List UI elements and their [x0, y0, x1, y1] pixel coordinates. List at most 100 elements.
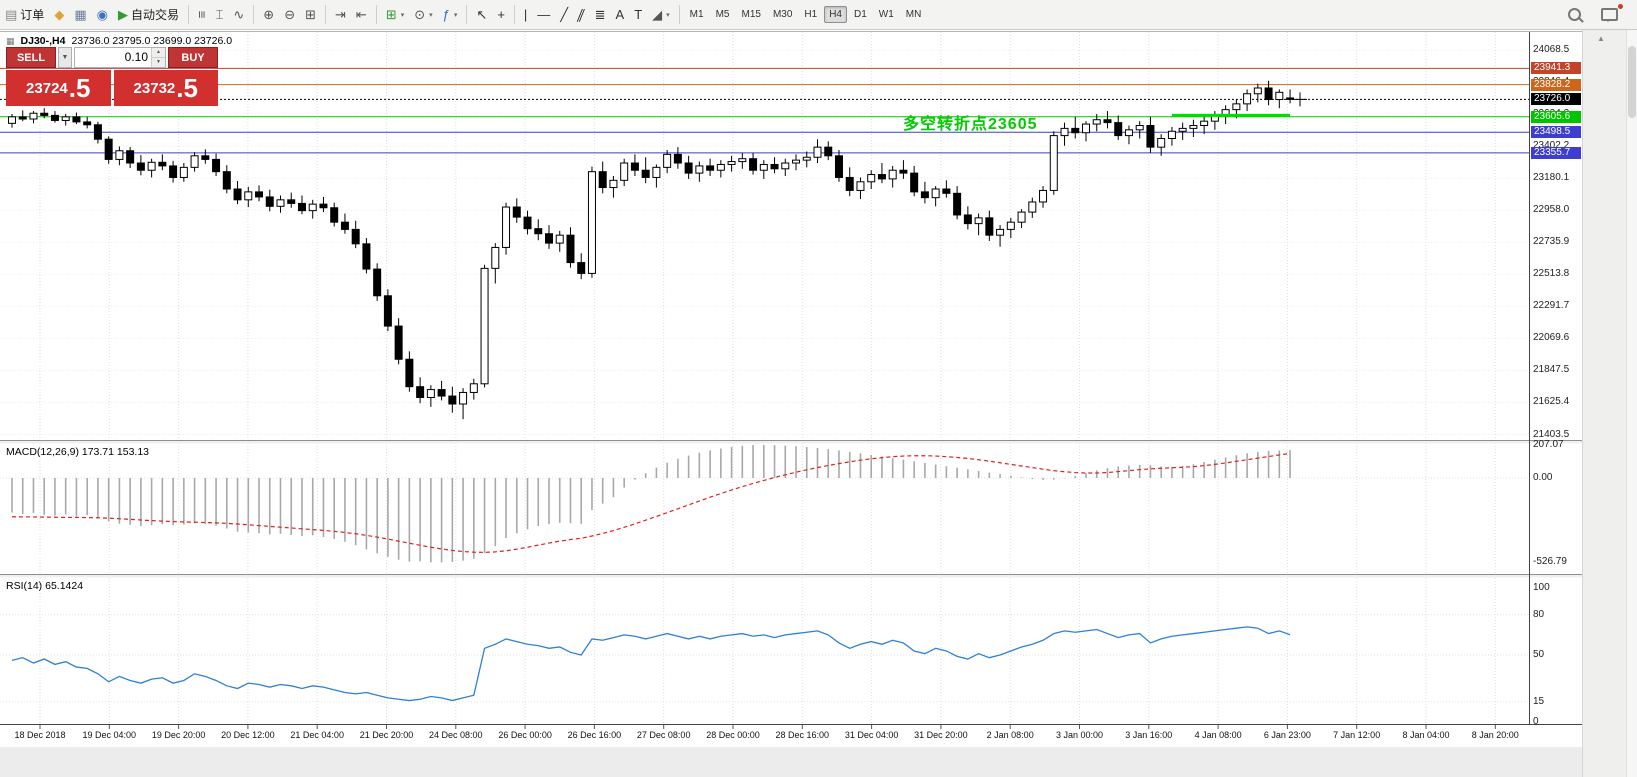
one-click-controls-row: SELL ▼ 0.10 ▲ ▼ BUY — [6, 47, 218, 68]
tile-windows-icon[interactable]: ⊞ — [301, 3, 320, 27]
toolbar-right-group — [1563, 3, 1631, 27]
rsi-axis-tick: 100 — [1533, 582, 1550, 593]
label-icon[interactable]: T — [630, 3, 646, 27]
fibonacci-icon: ≣ — [594, 7, 606, 22]
autotrading-button[interactable]: ▶ 自动交易 — [114, 3, 183, 27]
macd-axis-tick: 0.00 — [1533, 472, 1553, 483]
toolbar-separator — [253, 5, 255, 24]
volume-value: 0.10 — [124, 50, 148, 64]
chat-button[interactable] — [1597, 3, 1623, 27]
timeframe-m30[interactable]: M30 — [772, 9, 793, 20]
indicators-icon: ƒ — [442, 7, 450, 22]
rsi-axis-tick: 80 — [1533, 608, 1545, 620]
new-order-button: ▤ — [5, 7, 18, 22]
macd-indicator-label: MACD(12,26,9) 173.71 153.13 — [6, 446, 149, 458]
timeframe-h1[interactable]: H1 — [804, 9, 818, 20]
rsi-axis-tick: 15 — [1533, 695, 1545, 707]
new-chart-icon: ⊞ — [385, 7, 397, 22]
line-chart-icon[interactable]: ∿ — [229, 3, 248, 27]
scrollbar-thumb[interactable] — [1628, 46, 1636, 118]
price-line-badge: 23605.6 — [1531, 110, 1581, 123]
search-button[interactable] — [1564, 3, 1585, 27]
volume-input[interactable]: 0.10 ▲ ▼ — [74, 47, 166, 68]
one-click-menu-button[interactable]: ▼ — [58, 47, 72, 68]
crosshair-icon[interactable]: + — [493, 3, 509, 27]
caret-down-icon: ▾ — [400, 11, 405, 19]
main-toolbar: ▤ 订单 ◆ ▦ ◉ ▶ 自动交易 ≡ ⌶ ∿ ⊕ ⊖ ⊞ ⇥ ⇤ ⊞ ▾ ⊙ ▾ ƒ ▾ ↖ + | — ╱ ∥ ≣ A T ◢ ▾ M1 M… — [0, 0, 1637, 30]
sell-button[interactable]: SELL — [6, 47, 56, 68]
price-axis-tick: 22513.8 — [1533, 268, 1570, 280]
market-watch-icon[interactable]: ▦ — [70, 3, 90, 27]
timeframe-m15[interactable]: M15 — [741, 9, 761, 20]
timeframe-d1[interactable]: D1 — [853, 9, 867, 20]
metaquotes-icon[interactable]: ◆ — [50, 3, 68, 27]
bid-price-button[interactable]: 23724.5 — [6, 70, 111, 106]
channel-icon: ∥ — [575, 7, 588, 22]
timeframe-toolbar: M1 M5 M15 M30 H1 H4 D1 W1 MN — [684, 0, 928, 29]
vertical-line-icon[interactable]: | — [520, 3, 531, 27]
tile-windows-icon: ⊞ — [305, 7, 316, 22]
new-order-button[interactable]: ▤ 订单 — [1, 3, 48, 27]
chart-shift-icon: ⇤ — [355, 7, 367, 22]
shapes-icon[interactable]: ◢ ▾ — [648, 3, 674, 27]
vertical-scrollbar[interactable] — [1626, 30, 1637, 777]
market-watch-icon: ▦ — [74, 7, 87, 22]
timeframe-h4[interactable]: H4 — [824, 6, 847, 23]
autotrading-button-label: 自动交易 — [130, 8, 179, 22]
ask-price-main: 23732 — [133, 79, 176, 97]
price-chart-canvas[interactable] — [0, 30, 1582, 747]
trendline-icon[interactable]: ╱ — [556, 3, 572, 27]
zoom-out-icon: ⊖ — [284, 7, 296, 22]
fibonacci-icon[interactable]: ≣ — [591, 3, 610, 27]
ask-price-button[interactable]: 23732.5 — [113, 70, 218, 106]
cursor-icon[interactable]: ↖ — [472, 3, 491, 27]
price-line-badge: 23355.7 — [1531, 146, 1581, 159]
zoom-out-icon[interactable]: ⊖ — [280, 3, 299, 27]
bar-chart-icon: ≡ — [194, 10, 210, 19]
help-icon[interactable]: ◉ — [93, 3, 112, 27]
time-axis-label: 19 Dec 20:00 — [151, 730, 206, 740]
time-axis[interactable]: 18 Dec 2018 19 Dec 04:00 19 Dec 20:00 20 De… — [0, 727, 1530, 747]
time-axis-label: 26 Dec 00:00 — [498, 730, 552, 740]
search-icon — [1568, 8, 1581, 21]
timeframe-m1[interactable]: M1 — [689, 9, 704, 20]
zoom-in-icon: ⊕ — [263, 7, 275, 22]
volume-decrease-button[interactable]: ▼ — [152, 58, 165, 67]
price-line-badge: 23941.3 — [1531, 62, 1581, 75]
text-icon[interactable]: A — [612, 3, 629, 27]
channel-icon[interactable]: ∥ — [574, 3, 589, 27]
indicators-icon[interactable]: ƒ ▾ — [439, 3, 462, 27]
horizontal-line-icon[interactable]: — — [533, 3, 554, 27]
timeframe-mn[interactable]: MN — [905, 9, 922, 20]
chart-text-annotation[interactable]: 多空转折点23605 — [903, 116, 1038, 133]
time-axis-label: 20 Dec 12:00 — [221, 730, 275, 740]
new-chart-icon[interactable]: ⊞ ▾ — [382, 3, 408, 27]
buy-button[interactable]: BUY — [168, 47, 218, 68]
zoom-in-icon[interactable]: ⊕ — [259, 3, 278, 27]
volume-increase-button[interactable]: ▲ — [152, 48, 165, 58]
scroll-up-icon[interactable]: ▲ — [1597, 34, 1605, 43]
price-axis-tick: 21403.5 — [1533, 428, 1570, 440]
candlestick-chart-icon[interactable]: ⌶ — [212, 3, 228, 27]
new-order-button-label: 订单 — [20, 8, 45, 22]
time-axis-label: 3 Jan 00:00 — [1055, 730, 1104, 740]
right-side-panel: ▲ — [1582, 30, 1637, 777]
chart-shift-icon[interactable]: ⇤ — [352, 3, 371, 27]
trendline-icon: ╱ — [560, 7, 569, 22]
time-axis-label: 26 Dec 16:00 — [567, 730, 622, 740]
profiles-icon[interactable]: ⊙ ▾ — [410, 3, 436, 27]
chat-icon — [1601, 8, 1618, 22]
timeframe-m5[interactable]: M5 — [715, 9, 730, 20]
timeframe-w1[interactable]: W1 — [878, 9, 894, 20]
time-axis-label: 8 Jan 04:00 — [1402, 730, 1450, 740]
price-axis-tick: 22069.6 — [1533, 332, 1570, 344]
price-axis[interactable]: 24068.523846.423624.323402.223180.122958… — [1530, 30, 1582, 747]
chart-symbol-period: DJ30-,H4 — [20, 35, 66, 47]
auto-scroll-icon[interactable]: ⇥ — [331, 3, 350, 27]
horizontal-line-icon: — — [537, 7, 551, 22]
vertical-line-icon: | — [523, 7, 528, 22]
toolbar-separator — [187, 5, 189, 24]
time-axis-label: 18 Dec 2018 — [14, 730, 66, 740]
time-axis-label: 31 Dec 04:00 — [844, 730, 899, 740]
bar-chart-icon[interactable]: ≡ — [194, 3, 210, 27]
